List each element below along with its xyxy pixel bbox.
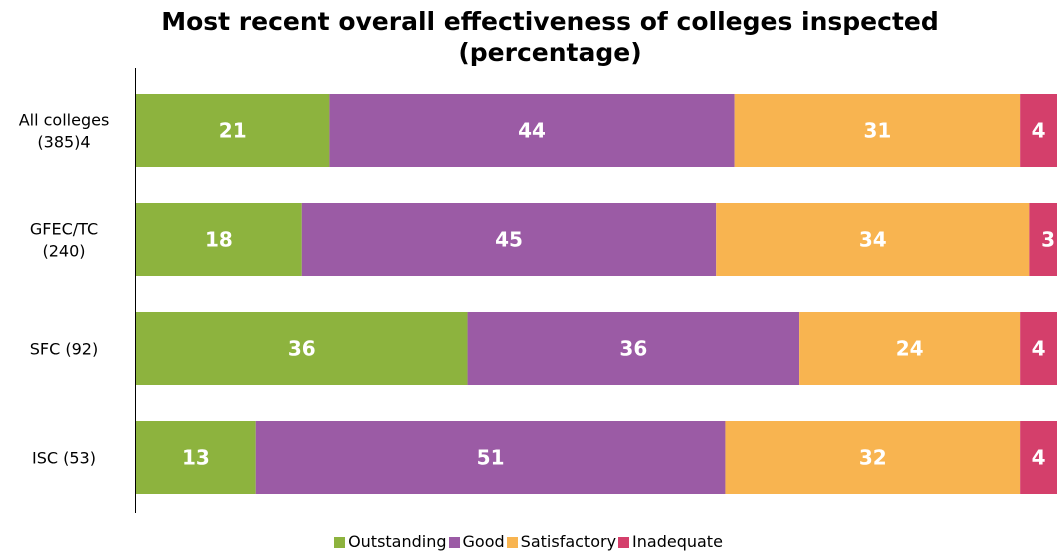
- category-label-0: All colleges (385)4: [19, 111, 110, 152]
- bar-good-1: [301, 203, 717, 276]
- data-label-outstanding-0: 21: [219, 119, 247, 143]
- legend-item-good: Good: [448, 532, 505, 551]
- legend-swatch-good: [448, 536, 460, 548]
- data-label-outstanding-1: 18: [205, 228, 233, 252]
- data-label-good-2: 36: [619, 337, 647, 361]
- legend-item-satisfactory: Satisfactory: [506, 532, 617, 551]
- category-label-1: GFEC/TC (240): [30, 220, 98, 261]
- bar-inadequate-0: [1020, 94, 1057, 167]
- legend-label-satisfactory: Satisfactory: [520, 532, 617, 551]
- legend-label-good: Good: [462, 532, 505, 551]
- legend-swatch-inadequate: [618, 536, 630, 548]
- bar-satisfactory-1: [716, 203, 1030, 276]
- chart-legend: Outstanding Good Satisfactory Inadequate: [0, 533, 1057, 552]
- data-label-good-0: 44: [518, 119, 546, 143]
- bar-good-2: [467, 312, 800, 385]
- data-label-satisfactory-2: 24: [896, 337, 924, 361]
- bar-outstanding-1: [136, 203, 302, 276]
- legend-swatch-outstanding: [334, 536, 346, 548]
- data-label-satisfactory-3: 32: [859, 446, 887, 470]
- legend-label-outstanding: Outstanding: [348, 532, 447, 551]
- legend-item-outstanding: Outstanding: [334, 532, 447, 551]
- data-label-outstanding-3: 13: [182, 446, 210, 470]
- legend-swatch-satisfactory: [506, 536, 518, 548]
- category-label-3: ISC (53): [32, 449, 96, 468]
- data-label-satisfactory-1: 34: [859, 228, 887, 252]
- bar-good-0: [329, 94, 735, 167]
- data-label-inadequate-2: 4: [1032, 337, 1046, 361]
- data-label-good-1: 45: [495, 228, 523, 252]
- data-label-good-3: 51: [477, 446, 505, 470]
- bar-satisfactory-0: [734, 94, 1021, 167]
- bar-inadequate-2: [1020, 312, 1057, 385]
- data-label-outstanding-2: 36: [288, 337, 316, 361]
- data-label-satisfactory-0: 31: [863, 119, 891, 143]
- legend-item-inadequate: Inadequate: [618, 533, 723, 551]
- bar-good-3: [255, 421, 726, 494]
- bar-satisfactory-3: [725, 421, 1021, 494]
- data-label-inadequate-0: 4: [1032, 119, 1046, 143]
- category-label-2: SFC (92): [30, 340, 98, 359]
- chart-title: Most recent overall effectiveness of col…: [161, 7, 939, 67]
- data-label-inadequate-3: 4: [1032, 446, 1046, 470]
- data-label-inadequate-1: 3: [1041, 228, 1055, 252]
- legend-label-inadequate: Inadequate: [632, 532, 723, 551]
- bar-outstanding-3: [136, 421, 256, 494]
- bar-outstanding-0: [136, 94, 330, 167]
- bar-outstanding-2: [136, 312, 468, 385]
- bar-inadequate-1: [1029, 203, 1057, 276]
- bar-inadequate-3: [1020, 421, 1057, 494]
- bar-satisfactory-2: [799, 312, 1021, 385]
